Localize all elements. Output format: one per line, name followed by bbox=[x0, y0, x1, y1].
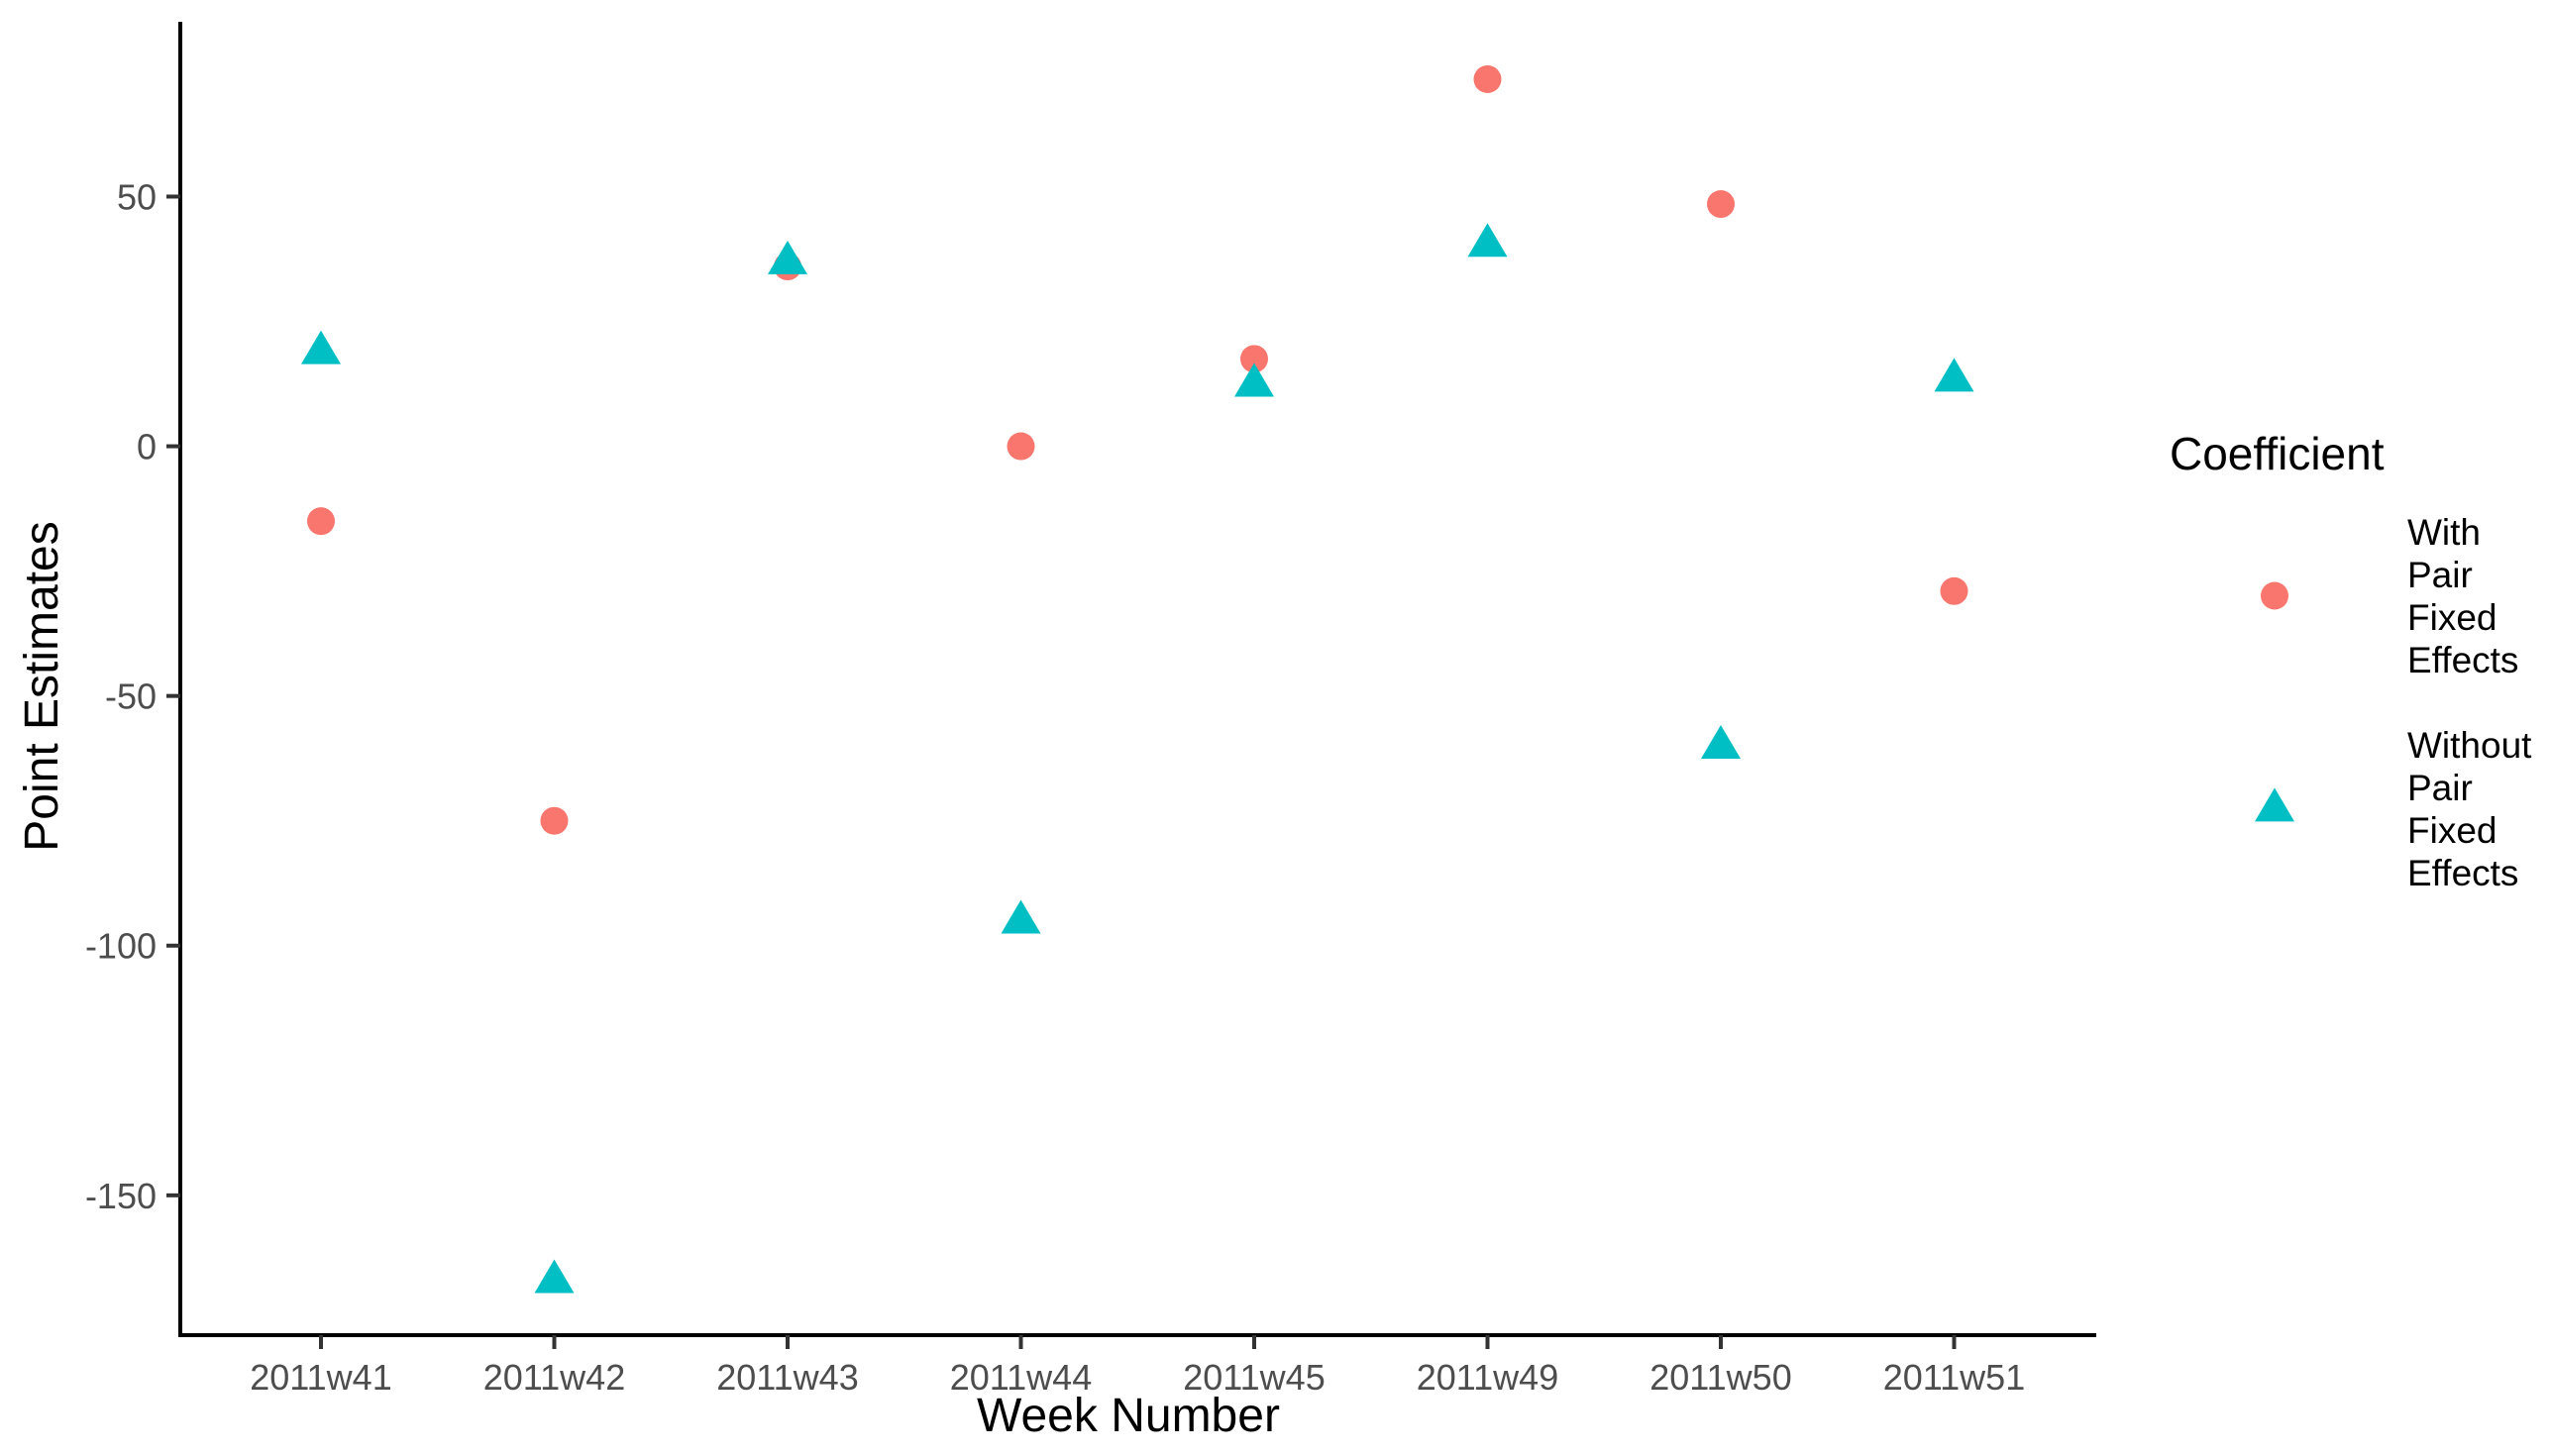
y-tick-label: -50 bbox=[105, 676, 157, 717]
legend-label-line: Fixed bbox=[2407, 810, 2497, 851]
legend: Coefficient WithPairFixedEffectsWithoutP… bbox=[2170, 428, 2532, 893]
y-tick-label: -100 bbox=[85, 926, 157, 967]
data-point-triangle bbox=[1467, 223, 1508, 258]
data-point-circle bbox=[307, 507, 335, 536]
data-point-circle bbox=[1473, 64, 1502, 93]
data-point-circle bbox=[540, 806, 569, 835]
x-tick-label: 2011w50 bbox=[1649, 1357, 1791, 1398]
x-tick-label: 2011w51 bbox=[1883, 1357, 2025, 1398]
data-point-triangle bbox=[301, 330, 341, 364]
legend-label-line: With bbox=[2407, 512, 2481, 553]
data-point-circle bbox=[1940, 576, 1968, 605]
x-tick-label: 2011w45 bbox=[1183, 1357, 1325, 1398]
data-point-triangle bbox=[768, 240, 807, 274]
x-tick-label: 2011w42 bbox=[483, 1357, 625, 1398]
y-tick-label: -150 bbox=[85, 1176, 157, 1216]
axes-layer bbox=[178, 22, 2096, 1337]
legend-label-line: Effects bbox=[2407, 853, 2518, 893]
y-ticks: -150 -100 -50 0 50 bbox=[85, 176, 180, 1216]
legend-label-line: Effects bbox=[2407, 640, 2518, 680]
y-tick-label: 50 bbox=[117, 176, 157, 217]
x-tick-label: 2011w41 bbox=[250, 1357, 391, 1398]
legend-label-line: Fixed bbox=[2407, 597, 2497, 638]
x-tick-label: 2011w49 bbox=[1417, 1357, 1558, 1398]
legend-label-line: Without bbox=[2407, 725, 2532, 766]
data-point-triangle bbox=[1934, 358, 1974, 392]
data-point-triangle bbox=[534, 1259, 575, 1294]
data-point-triangle bbox=[1001, 899, 1041, 934]
legend-key-circle bbox=[2261, 581, 2288, 610]
data-point-circle bbox=[1240, 345, 1268, 373]
data-point-circle bbox=[1007, 432, 1035, 461]
legend-key-triangle bbox=[2255, 787, 2294, 822]
x-axis-title: Week Number bbox=[977, 1390, 1280, 1442]
legend-title: Coefficient bbox=[2170, 428, 2385, 479]
x-ticks: 2011w41 2011w42 2011w43 2011w44 2011w45 2011w… bbox=[250, 1335, 2025, 1398]
y-tick-label: 0 bbox=[137, 427, 157, 468]
x-tick-label: 2011w44 bbox=[950, 1357, 1092, 1398]
y-axis-title: Point Estimates bbox=[16, 521, 68, 851]
data-point-triangle bbox=[1234, 363, 1274, 397]
legend-label-line: Pair bbox=[2407, 555, 2473, 595]
data-point-circle bbox=[1707, 190, 1735, 219]
data-point-triangle bbox=[1701, 724, 1741, 759]
data-points bbox=[301, 64, 1974, 1294]
x-tick-label: 2011w43 bbox=[716, 1357, 858, 1398]
legend-label-line: Pair bbox=[2407, 768, 2473, 808]
